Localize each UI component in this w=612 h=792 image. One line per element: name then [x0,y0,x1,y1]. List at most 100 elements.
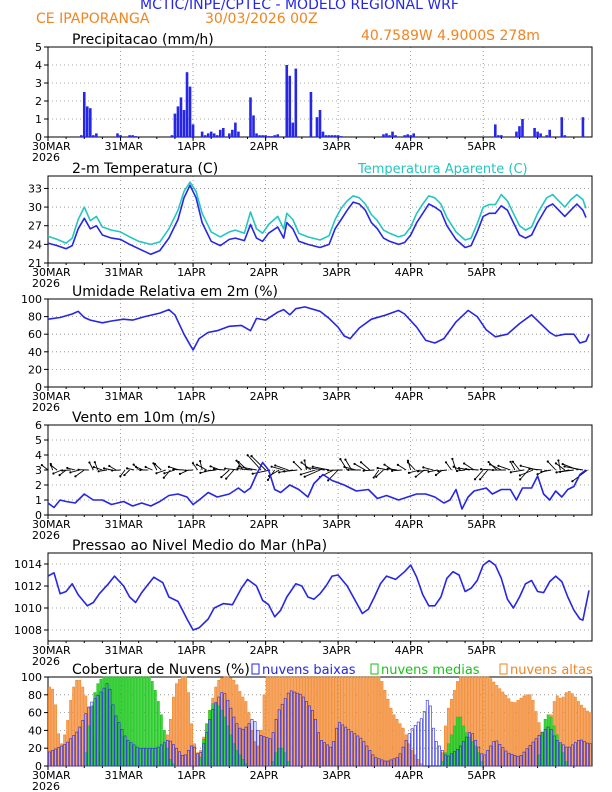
cloud-bar-blue [359,737,363,767]
wind-arrow-head [152,462,155,465]
wind-arrow [456,469,466,472]
wind-arrow [75,469,85,477]
precip-bar [95,133,98,137]
wind-arrow [173,469,185,471]
legend-swatch-blue [251,663,260,675]
wind-arrow-head [66,466,69,470]
cloud-bar-orange [244,701,248,767]
x-year-label: 2026 [32,277,60,290]
cloud-bar-blue [468,732,472,767]
wind-arrow [192,463,198,471]
wind-arrow [510,469,525,473]
precip-bar [270,136,273,137]
cloud-bar-green [205,723,209,767]
wind-arrow-head [93,461,96,464]
cloud-bar-blue [477,746,481,767]
cloud-bar-blue [471,733,475,767]
cloud-bar-green [235,750,239,767]
cloud-bar-orange [359,676,363,767]
precip-bar [394,135,397,137]
wind-arrow-head [305,466,309,469]
wind-arrow [238,461,248,471]
wind-arrow-head [88,461,91,464]
wind-arrow-head [362,469,365,472]
cloud-bar-green [474,745,478,767]
cloud-bar-blue [368,750,372,767]
cloud-bar-blue [102,687,106,767]
cloud-bar-blue [589,743,592,767]
precip-bar [218,129,222,137]
run-date-label: 30/03/2026 00Z [205,11,318,27]
cloud-bar-green [223,716,227,767]
wind-arrow [479,469,489,480]
precip-bar [173,113,177,137]
cloud-bar-green [561,752,565,767]
cloud-bar-blue [277,709,281,767]
precip-bar [188,86,192,137]
cloud-bar-blue [431,727,435,767]
x-tick-label: 31MAR [105,140,144,153]
cloud-bar-orange [483,676,487,767]
precip-bar [406,134,409,137]
cloud-bar-blue [120,728,124,767]
wind-arrow-head [491,468,495,472]
wind-arrow-head [199,471,202,475]
wind-arrow [89,462,94,471]
wind-arrow-head [191,462,195,465]
cloud-bar-orange [259,730,263,767]
cloud-bar-blue [395,757,399,767]
precip-bar [134,136,137,137]
cloud-bar-blue [311,710,314,767]
cloud-bar-blue [150,747,154,767]
cloud-bar-green [241,759,245,767]
wind-arrow [344,466,357,471]
cloud-bar-orange [69,700,73,767]
cloud-bar-orange [398,723,402,767]
humidity-line [47,306,590,351]
wind-arrow-head [266,478,270,481]
wind-arrow-head [554,462,558,465]
x-year-label: 2026 [32,401,60,414]
cloud-bar-orange [326,676,329,767]
cloud-bar-blue [362,741,366,767]
wind-arrow-head [52,472,55,475]
wind-arrow [519,469,534,476]
x-tick-label: 31MAR [105,644,144,657]
wind-arrow-head [303,475,306,478]
cloud-bar-orange [72,686,76,767]
cloud-bar-blue [259,735,263,767]
cloud-bar-orange [241,696,245,767]
cloud-bar-blue [573,742,577,767]
x-tick-label: 5APR [467,644,496,657]
wind-arrow [275,465,289,471]
wind-arrow-head [311,465,314,468]
wind-arrow [199,461,203,471]
wind-arrow [103,467,112,471]
cloud-bar-blue [78,726,82,767]
precip-bar [545,135,548,137]
cloud-bar-orange [413,754,417,767]
wind-arrow-head [153,463,157,466]
cloud-bar-green [280,747,284,767]
cloud-bar-blue [534,738,538,767]
x-tick-label: 2APR [250,140,279,153]
x-tick-label: 3APR [322,266,351,279]
y-tick-label: 24 [28,238,42,251]
wind-arrow [221,469,230,478]
wind-arrow [237,468,253,471]
cloud-bar-orange [389,707,393,767]
cloud-bar-orange [525,694,529,767]
precip-bar [548,129,551,137]
cloud-bar-blue [220,692,224,767]
wind-arrow-head [225,477,228,480]
cloud-bar-green [162,730,166,767]
cloud-bar-blue [93,698,97,767]
wind-arrow-head [300,461,303,464]
precip-bar [391,131,394,137]
cloud-bar-blue [181,755,184,767]
cloud-bar-green [220,710,224,767]
wind-arrow-head [163,472,166,475]
y-tick-label: 0 [35,760,42,773]
cloud-bar-blue [84,713,88,767]
